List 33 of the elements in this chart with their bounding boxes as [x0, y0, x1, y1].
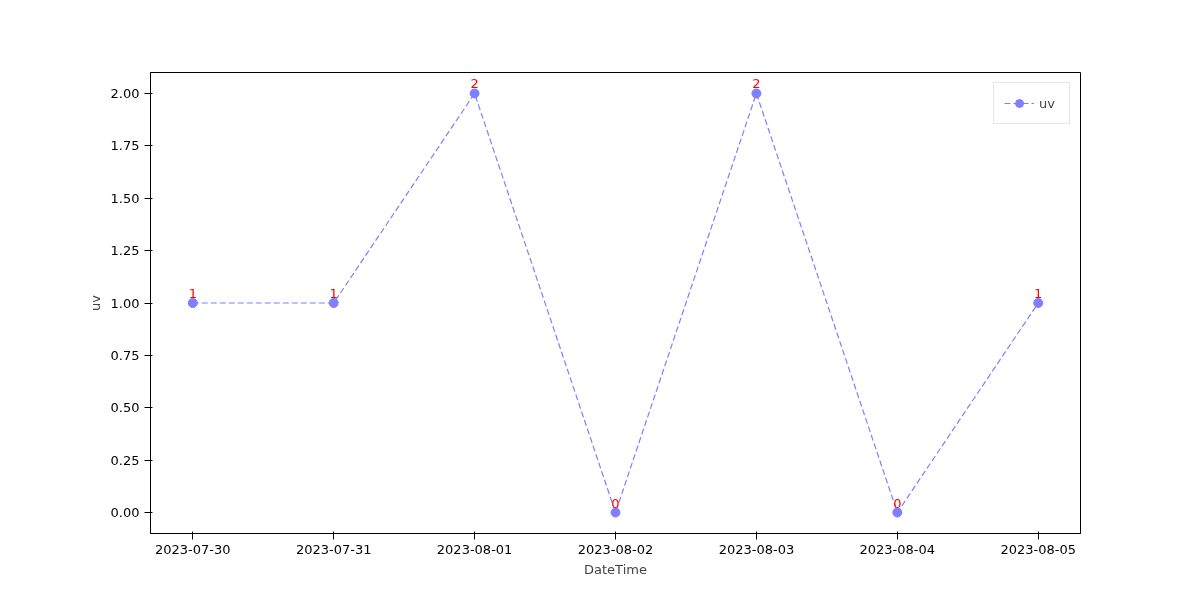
- data-label: 0: [893, 495, 902, 511]
- point: [892, 507, 903, 518]
- point: [187, 298, 198, 308]
- data-label: 2: [470, 76, 479, 92]
- y-tick-label: 0.25: [110, 452, 140, 468]
- y-tick-label: 2.00: [110, 85, 140, 101]
- point: [328, 298, 339, 308]
- x-axis-title: DateTime: [584, 561, 647, 577]
- point: [610, 507, 621, 518]
- y-axis-title: uv: [87, 294, 103, 311]
- x-tick-label: 2023-08-03: [718, 541, 795, 557]
- data-label: 2: [752, 76, 761, 92]
- point: [751, 88, 762, 99]
- y-tick-label: 1.50: [110, 190, 140, 206]
- y-tick-label: 1.75: [110, 138, 140, 154]
- x-tick-label: 2023-08-01: [436, 541, 513, 557]
- x-tick-label: 2023-08-05: [1000, 541, 1077, 557]
- x-tick-label: 2023-08-04: [859, 541, 936, 557]
- y-tick-label: 0.50: [110, 400, 140, 416]
- legend-label: uv: [1039, 95, 1056, 111]
- y-tick-label: 0.00: [110, 505, 140, 521]
- y-tick-label: 1.25: [110, 243, 140, 259]
- data-label: 0: [611, 495, 620, 511]
- x-tick-label: 2023-07-31: [295, 541, 372, 557]
- data-label: 1: [329, 286, 338, 301]
- x-tick-label: 2023-07-30: [155, 541, 231, 557]
- point: [469, 88, 480, 99]
- data-label: 1: [188, 286, 197, 301]
- y-tick-label: 0.75: [110, 347, 140, 363]
- y-tick-label: 1.00: [110, 295, 140, 311]
- point: [1033, 298, 1044, 308]
- data-label: 1: [1034, 286, 1043, 301]
- x-tick-label: 2023-08-02: [577, 541, 654, 557]
